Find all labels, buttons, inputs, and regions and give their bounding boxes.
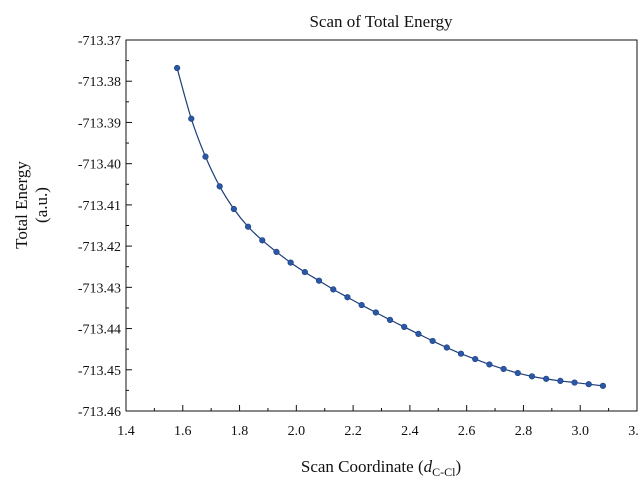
data-point	[315, 277, 323, 284]
energy-series-line	[176, 67, 603, 387]
y-tick-label: -713.41	[78, 199, 121, 214]
y-tick-label: -713.46	[78, 405, 121, 420]
x-axis-ticks: 1.4 1.6 1.8 2.0 2.2 2.4 2.6 2.8 3.0 3.2	[117, 405, 639, 439]
data-point	[500, 365, 507, 373]
data-point	[457, 350, 465, 357]
x-tick-label: 1.6	[174, 424, 192, 439]
data-point	[358, 301, 365, 309]
data-point	[486, 361, 493, 368]
x-tick-label: 2.6	[458, 424, 476, 439]
data-point	[571, 379, 578, 386]
data-point	[202, 153, 209, 160]
energy-series-markers	[174, 64, 607, 389]
x-tick-label: 2.8	[515, 424, 533, 439]
y-axis-label: Total Energy	[12, 161, 31, 249]
chart-title: Scan of Total Energy	[309, 12, 453, 31]
data-point	[244, 223, 252, 230]
y-tick-label: -713.44	[78, 323, 121, 338]
x-tick-label: 1.8	[231, 424, 249, 439]
x-tick-label: 3.0	[571, 424, 589, 439]
y-tick-label: -713.40	[78, 158, 121, 173]
data-point	[543, 375, 550, 382]
data-point	[514, 369, 521, 377]
y-tick-label: -713.45	[78, 364, 121, 379]
data-point	[259, 237, 266, 244]
x-tick-label: 2.0	[288, 424, 306, 439]
y-axis-unit: (a.u.)	[32, 187, 51, 223]
data-point	[344, 294, 351, 301]
x-tick-label: 1.4	[117, 424, 135, 439]
y-tick-label: -713.38	[78, 75, 121, 90]
data-point	[216, 183, 223, 190]
data-point	[188, 115, 195, 122]
data-point	[401, 323, 408, 331]
data-point	[174, 64, 181, 72]
x-tick-label: 2.2	[344, 424, 362, 439]
data-point	[287, 259, 294, 266]
data-point	[273, 248, 280, 255]
data-point	[372, 309, 379, 316]
data-point	[415, 330, 422, 338]
data-point	[301, 268, 308, 276]
x-tick-label: 3.2	[628, 424, 639, 439]
data-point	[386, 316, 394, 324]
data-point	[528, 373, 536, 380]
y-tick-label: -713.39	[78, 116, 121, 131]
y-tick-label: -713.43	[78, 281, 121, 296]
x-axis-label: Scan Coordinate (dC-Cl)	[301, 457, 461, 479]
x-tick-label: 2.4	[401, 424, 419, 439]
y-axis-ticks: -713.37 -713.38 -713.39 -713.40 -713.41 -713.…	[78, 34, 132, 420]
data-point	[330, 286, 337, 293]
data-point	[429, 337, 436, 345]
data-point	[230, 205, 237, 213]
data-point	[443, 344, 450, 351]
data-point	[599, 382, 607, 389]
data-point	[585, 381, 592, 388]
y-axis-label-group: Total Energy (a.u.)	[12, 161, 51, 249]
y-tick-label: -713.37	[78, 34, 121, 49]
data-point	[472, 355, 479, 363]
y-tick-label: -713.42	[78, 240, 121, 255]
data-point	[557, 377, 564, 385]
plot-frame	[125, 39, 638, 412]
